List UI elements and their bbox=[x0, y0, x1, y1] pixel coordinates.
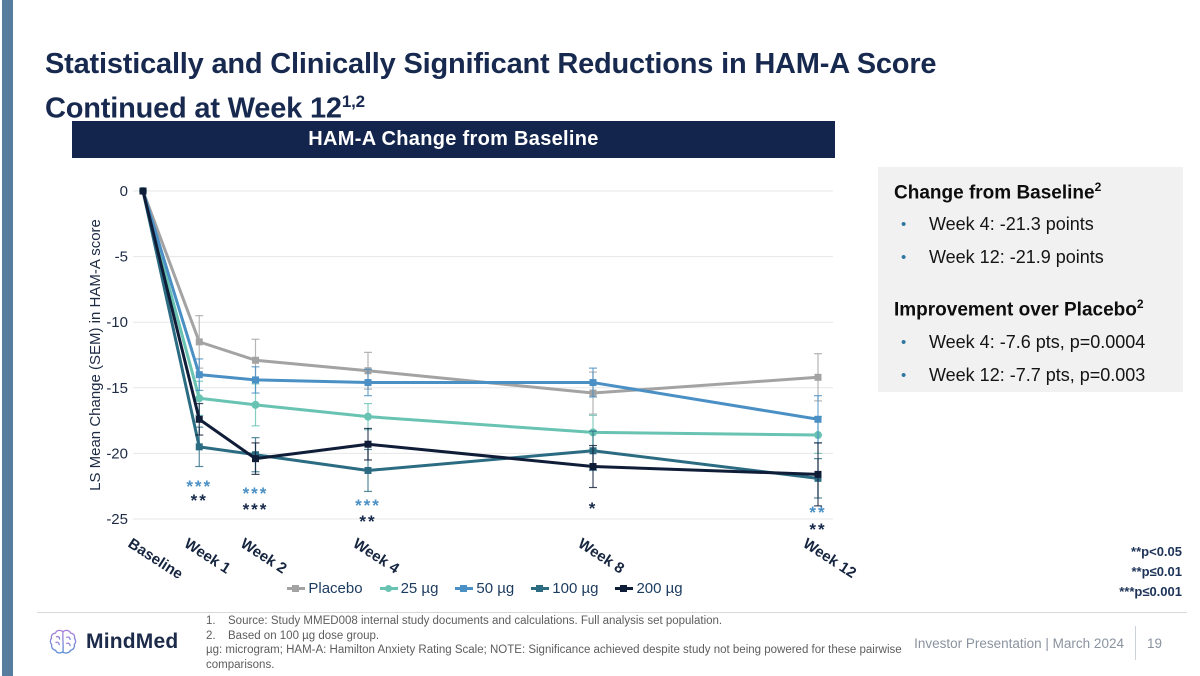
y-tick-label: -15 bbox=[106, 380, 128, 397]
significance-asterisks: *** bbox=[243, 500, 269, 519]
legend-marker-icon bbox=[455, 584, 474, 593]
bullet-icon: • bbox=[901, 216, 907, 234]
significance-asterisks: *** bbox=[243, 484, 269, 503]
callout-list-2: • Week 4: -7.6 pts, p=0.0004 • Week 12: -7… bbox=[894, 326, 1183, 392]
list-item: • Week 12: -7.7 pts, p=0.003 bbox=[894, 359, 1183, 392]
x-tick-label: Week 8 bbox=[575, 535, 627, 577]
legend-item-100-µg: 100 µg bbox=[531, 580, 598, 597]
chart-legend: Placebo 25 µg 50 µg 100 µg 200 µg bbox=[145, 580, 825, 597]
significance-note-line: **p≤0.01 bbox=[1131, 564, 1183, 579]
legend-label: Placebo bbox=[308, 580, 363, 597]
y-tick-label: 0 bbox=[120, 183, 128, 200]
significance-asterisks: ** bbox=[809, 520, 826, 539]
y-tick-label: -20 bbox=[106, 445, 128, 462]
list-item: • Week 4: -7.6 pts, p=0.0004 bbox=[894, 326, 1183, 359]
callout-heading-improvement-over-placebo: Improvement over Placebo2 bbox=[894, 297, 1144, 321]
legend-item-50-µg: 50 µg bbox=[455, 580, 514, 597]
series-200-µg bbox=[139, 187, 822, 507]
significance-note: **p<0.05 **p≤0.01 ***p≤0.001 bbox=[1119, 542, 1182, 602]
significance-asterisks: * bbox=[589, 499, 598, 518]
significance-asterisks: ** bbox=[359, 512, 376, 531]
footnote-2: 2. Based on 100 µg dose group. bbox=[206, 629, 380, 642]
presentation-label: Investor Presentation | March 2024 bbox=[914, 635, 1124, 651]
legend-item-25-µg: 25 µg bbox=[379, 580, 439, 597]
series-50-µg bbox=[139, 187, 822, 444]
left-accent-bar bbox=[2, 0, 13, 676]
slide-title-line1: Statistically and Clinically Significant… bbox=[45, 48, 937, 81]
footnote-1: 1. Source: Study MMED008 internal study … bbox=[206, 615, 723, 627]
slide-title: Statistically and Clinically Significant… bbox=[45, 46, 1165, 128]
footnote-3: µg: microgram; HAM-A: Hamilton Anxiety R… bbox=[206, 644, 902, 671]
page-number-divider bbox=[1134, 626, 1136, 660]
legend-marker-icon bbox=[379, 584, 398, 593]
series-25-µg bbox=[139, 187, 822, 454]
legend-label: 25 µg bbox=[400, 580, 439, 597]
chart-title-banner: HAM-A Change from Baseline bbox=[72, 121, 835, 158]
significance-asterisks: ** bbox=[191, 491, 208, 510]
legend-marker-icon bbox=[287, 584, 306, 593]
y-axis-title: LS Mean Change (SEM) in HAM-A score bbox=[87, 219, 104, 491]
callout-box: Change from Baseline2 • Week 4: -21.3 poi… bbox=[878, 167, 1183, 392]
legend-label: 50 µg bbox=[476, 580, 515, 597]
x-tick-label: Week 12 bbox=[800, 535, 859, 582]
footnotes: 1. Source: Study MMED008 internal study … bbox=[206, 614, 926, 672]
x-tick-label: Week 1 bbox=[181, 535, 233, 577]
legend-item-Placebo: Placebo bbox=[287, 580, 363, 597]
legend-marker-icon bbox=[615, 584, 634, 593]
legend-item-200-µg: 200 µg bbox=[615, 580, 683, 597]
chart-title: HAM-A Change from Baseline bbox=[308, 128, 599, 150]
logo-wordmark: MindMed bbox=[86, 630, 179, 653]
x-tick-label: Week 2 bbox=[237, 535, 289, 577]
slide-title-line2: Continued at Week 12 bbox=[45, 93, 342, 126]
callout-list-1: • Week 4: -21.3 points • Week 12: -21.9 po… bbox=[894, 208, 1183, 274]
x-tick-label: Baseline bbox=[125, 535, 186, 583]
footer-divider bbox=[37, 612, 1187, 613]
y-tick-label: -25 bbox=[106, 511, 128, 528]
legend-label: 200 µg bbox=[636, 580, 683, 597]
bullet-icon: • bbox=[901, 249, 907, 267]
list-item: • Week 4: -21.3 points bbox=[894, 208, 1183, 241]
bullet-icon: • bbox=[901, 366, 907, 384]
mindmed-logo: MindMed bbox=[48, 626, 178, 658]
significance-asterisks: *** bbox=[355, 496, 381, 515]
y-tick-label: -10 bbox=[106, 314, 128, 331]
significance-asterisks: *** bbox=[186, 477, 212, 496]
legend-label: 100 µg bbox=[552, 580, 599, 597]
significance-note-line: **p<0.05 bbox=[1131, 544, 1182, 559]
bullet-icon: • bbox=[901, 333, 907, 351]
y-tick-label: -5 bbox=[115, 249, 128, 266]
brain-icon bbox=[49, 629, 77, 654]
footer-right: Investor Presentation | March 2024 19 bbox=[914, 626, 1162, 660]
page-number: 19 bbox=[1146, 635, 1162, 651]
significance-asterisks: ** bbox=[809, 503, 826, 522]
series-100-µg bbox=[139, 187, 822, 499]
legend-marker-icon bbox=[531, 584, 550, 593]
significance-note-line: ***p≤0.001 bbox=[1119, 584, 1182, 599]
x-tick-label: Week 4 bbox=[350, 535, 403, 578]
callout-heading-change-from-baseline: Change from Baseline2 bbox=[894, 180, 1102, 204]
list-item: • Week 12: -21.9 points bbox=[894, 241, 1183, 274]
slide-title-superscript: 1,2 bbox=[341, 92, 365, 112]
